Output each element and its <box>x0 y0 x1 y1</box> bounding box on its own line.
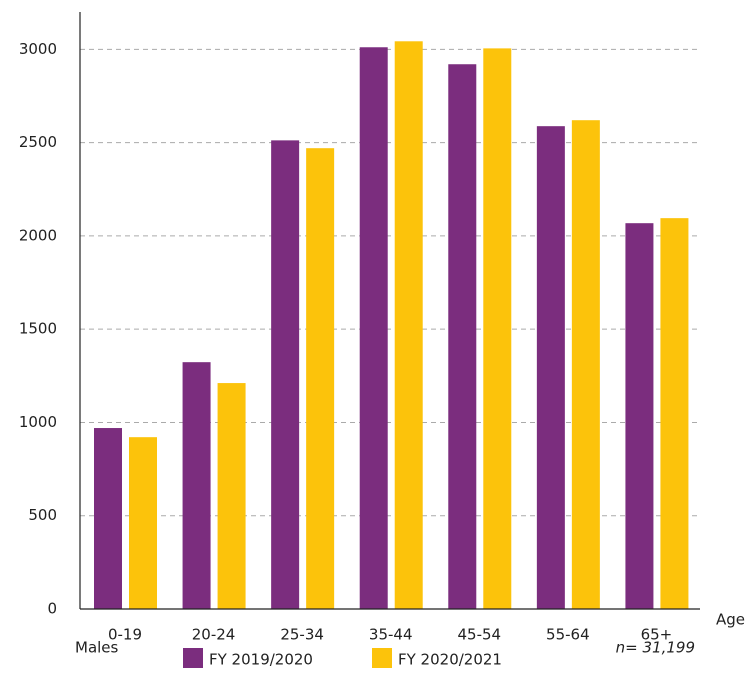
bar <box>448 64 477 610</box>
bar <box>182 362 211 609</box>
bar <box>271 140 300 610</box>
x-tick-label: 20-24 <box>192 626 236 644</box>
x-tick-label: 35-44 <box>369 626 413 644</box>
annotation: n= 31,199 <box>616 639 695 657</box>
annotation: Males <box>75 639 119 657</box>
bar <box>94 428 122 609</box>
legend-swatch <box>372 648 392 668</box>
bar <box>359 47 388 609</box>
x-tick-label: 55-64 <box>546 626 590 644</box>
y-tick-label: 2500 <box>19 133 57 151</box>
legend-label: FY 2019/2020 <box>209 651 313 669</box>
bar <box>129 437 157 609</box>
y-tick-label: 3000 <box>19 40 57 58</box>
y-tick-label: 0 <box>47 600 57 618</box>
x-tick-label: 65+ <box>641 626 673 644</box>
bar <box>660 218 689 610</box>
legend-swatch <box>183 648 203 668</box>
bar <box>394 41 423 610</box>
x-tick-label: 0-19 <box>108 626 142 644</box>
x-tick-label: 45-54 <box>457 626 501 644</box>
y-tick-label: 1500 <box>19 320 57 338</box>
y-tick-label: 1000 <box>19 413 57 431</box>
bar <box>536 126 565 610</box>
legend-label: FY 2020/2021 <box>398 651 502 669</box>
y-tick-label: 2000 <box>19 226 57 244</box>
y-tick-label: 500 <box>28 506 57 524</box>
x-axis-label: Age <box>716 611 745 629</box>
bar <box>571 120 600 610</box>
x-tick-label: 25-34 <box>280 626 324 644</box>
bar <box>625 223 654 609</box>
bar <box>306 148 335 610</box>
bar <box>217 383 246 609</box>
bar <box>483 48 512 609</box>
